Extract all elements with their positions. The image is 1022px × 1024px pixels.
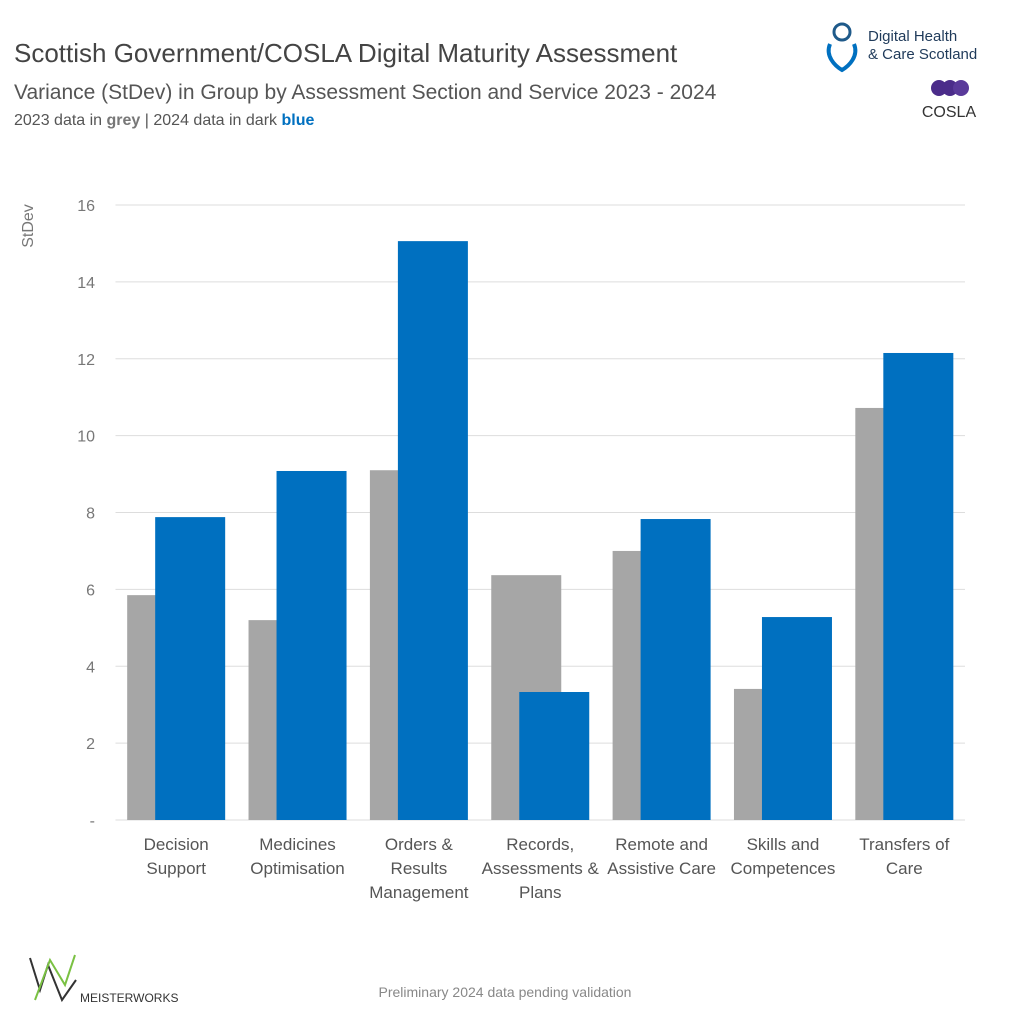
logo-text: & Care Scotland	[868, 46, 977, 63]
legend-text: grey	[107, 112, 141, 129]
bar	[761, 617, 832, 820]
x-tick-label: Decision Support	[143, 835, 209, 878]
logo-text: Digital Health	[868, 28, 957, 45]
footnote: Preliminary 2024 data pending validation	[379, 984, 632, 1000]
bar	[397, 241, 468, 821]
x-tick-label: Remote and Assistive Care	[607, 835, 716, 878]
y-tick-label: 14	[77, 275, 95, 292]
legend-text: 2023	[14, 112, 50, 129]
chart-title: Scottish Government/COSLA Digital Maturi…	[14, 38, 678, 68]
y-axis-label: StDev	[20, 204, 37, 248]
y-tick-label: 8	[86, 506, 95, 523]
bar	[883, 352, 954, 820]
x-tick-label: Medicines Optimisation	[250, 835, 345, 878]
y-tick-label: 16	[77, 198, 95, 215]
legend-text: |	[140, 112, 153, 129]
chart-subtitle: Variance (StDev) in Group by Assessment …	[14, 81, 717, 104]
legend-text: blue	[281, 112, 314, 129]
bar	[519, 692, 590, 820]
x-tick-label: Skills and Competences	[730, 835, 836, 878]
logo-text: COSLA	[922, 104, 977, 121]
meisterworks-logo: MEISTERWORKS	[29, 954, 178, 1005]
legend-text: data in	[50, 112, 107, 129]
y-tick-label: 10	[77, 429, 95, 446]
y-tick-label: 4	[86, 659, 95, 676]
x-tick-label: Orders & Results Management	[369, 835, 469, 902]
y-tick-label: 12	[77, 352, 95, 369]
cosla-logo: COSLA	[922, 80, 977, 121]
bar	[155, 517, 226, 820]
bar	[276, 470, 347, 820]
y-tick-label: 2	[86, 736, 95, 753]
logo-text: MEISTERWORKS	[80, 991, 178, 1005]
legend-text: 2024	[153, 112, 189, 129]
bar	[640, 519, 711, 820]
legend-note: 2023 data in grey | 2024 data in dark bl…	[14, 112, 314, 129]
x-tick-label: Transfers of Care	[859, 835, 950, 878]
dhcs-logo: Digital Health & Care Scotland	[826, 22, 977, 73]
y-tick-label: 6	[86, 582, 95, 599]
legend-text: data in dark	[189, 112, 282, 129]
y-tick-label: -	[90, 813, 95, 830]
x-tick-label: Records, Assessments & Plans	[481, 835, 599, 902]
